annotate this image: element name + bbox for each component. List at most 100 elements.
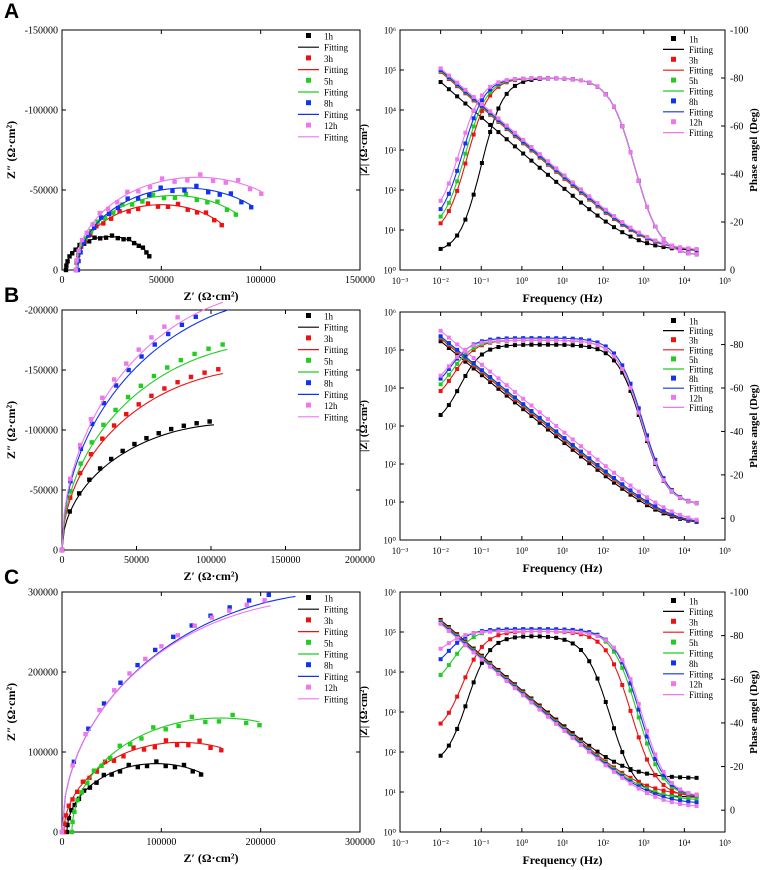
- phase-point-1h: [521, 634, 526, 639]
- phase-fit-1h: [440, 635, 697, 798]
- data-point-8h: [189, 623, 194, 628]
- impedance-point-12h: [620, 220, 625, 225]
- phase-point-1h: [612, 358, 617, 363]
- phase-point-12h: [661, 478, 666, 483]
- phase-tick-label: -40: [730, 718, 743, 729]
- legend-marker-12h: [671, 394, 676, 400]
- phase-point-8h: [512, 627, 517, 632]
- data-point-3h: [219, 748, 224, 753]
- legend-label-fitting: Fitting: [689, 345, 714, 355]
- phase-point-12h: [529, 629, 534, 634]
- data-point-5h: [172, 195, 178, 200]
- legend-marker-1h: [306, 33, 311, 38]
- data-point-5h: [206, 346, 211, 351]
- x-tick-label: 10⁵: [719, 276, 731, 286]
- data-point-3h: [88, 451, 94, 457]
- phase-point-5h: [620, 665, 625, 670]
- phase-point-3h: [455, 694, 460, 699]
- phase-point-12h: [570, 77, 575, 82]
- impedance-point-12h: [603, 464, 608, 469]
- impedance-point-12h: [686, 515, 691, 520]
- phase-point-1h: [628, 388, 633, 393]
- x-tick-label: 10⁻³: [392, 546, 409, 556]
- phase-point-5h: [471, 345, 476, 350]
- impedance-point-12h: [471, 355, 476, 360]
- phase-point-5h: [653, 762, 658, 767]
- data-point-5h: [257, 722, 262, 728]
- legend-label-1h: 1h: [324, 594, 334, 604]
- phase-point-8h: [455, 640, 460, 645]
- phase-point-12h: [628, 385, 633, 390]
- phase-point-1h: [529, 634, 534, 639]
- phase-point-8h: [562, 627, 567, 632]
- phase-point-1h: [438, 412, 443, 417]
- data-point-5h: [140, 199, 145, 204]
- data-point-12h: [79, 237, 85, 243]
- legend-marker-5h: [306, 357, 311, 363]
- impedance-point-12h: [661, 505, 666, 510]
- y-axis-label-left: |Z| (Ω·cm²): [358, 686, 370, 738]
- impedance-point-1h: [669, 774, 674, 779]
- data-point-1h: [132, 441, 137, 447]
- data-point-5h: [79, 790, 85, 795]
- y-tick-label: 0: [53, 828, 58, 839]
- data-point-5h: [189, 714, 195, 720]
- impedance-point-12h: [694, 517, 699, 522]
- y-tick-label: 10³: [384, 146, 396, 156]
- data-point-8h: [227, 605, 232, 610]
- data-point-5h: [233, 212, 239, 217]
- phase-point-12h: [678, 787, 683, 792]
- fit-line-5h: [61, 348, 228, 551]
- x-tick-label: 10⁴: [678, 276, 690, 286]
- phase-point-12h: [496, 80, 501, 85]
- impedance-point-1h: [521, 151, 526, 156]
- impedance-point-12h: [570, 180, 575, 185]
- phase-tick-label: 0: [730, 266, 735, 277]
- impedance-point-8h: [488, 375, 493, 380]
- phase-point-8h: [595, 340, 600, 345]
- legend-marker-1h: [671, 36, 676, 41]
- phase-point-1h: [578, 343, 583, 348]
- legend-label-fitting: Fitting: [324, 672, 349, 682]
- data-point-3h: [194, 210, 200, 215]
- x-tick-label: 10²: [597, 838, 609, 848]
- A-bode: 10⁻³ 10⁻² 10⁻¹ 10⁰ 10¹ 10² 10³ 10⁴ 10⁵ 10⁰ 10¹ 10² 1…: [358, 26, 760, 306]
- impedance-point-1h: [603, 474, 608, 479]
- data-point-3h: [136, 402, 141, 407]
- legend-label-fitting: Fitting: [689, 607, 714, 617]
- phase-point-1h: [529, 342, 534, 347]
- phase-point-5h: [488, 90, 493, 95]
- fit-line-1h: [66, 763, 202, 833]
- data-point-1h: [69, 808, 74, 813]
- phase-point-1h: [446, 743, 451, 748]
- phase-point-12h: [645, 437, 650, 442]
- phase-point-1h: [496, 106, 501, 111]
- data-point-5h: [165, 365, 170, 370]
- impedance-point-1h: [463, 359, 468, 364]
- data-point-12h: [115, 200, 120, 205]
- phase-point-8h: [438, 376, 443, 381]
- phase-fit-5h: [440, 339, 697, 504]
- impedance-point-8h: [554, 429, 559, 434]
- impedance-fit-1h: [440, 81, 697, 251]
- legend-label-5h: 5h: [324, 76, 334, 86]
- data-point-8h: [101, 400, 106, 406]
- phase-point-12h: [438, 373, 443, 378]
- impedance-fit-5h: [440, 70, 697, 250]
- phase-point-1h: [446, 242, 451, 247]
- impedance-point-12h: [446, 335, 451, 340]
- impedance-point-12h: [562, 728, 567, 733]
- data-point-5h: [194, 197, 200, 203]
- impedance-point-12h: [636, 489, 641, 494]
- data-point-5h: [91, 768, 97, 773]
- phase-point-5h: [438, 673, 443, 678]
- x-tick-label: 10⁻²: [432, 546, 449, 556]
- data-point-1h: [92, 235, 97, 240]
- impedance-point-3h: [645, 783, 650, 788]
- legend-label-3h: 3h: [324, 54, 334, 64]
- impedance-point-12h: [669, 800, 674, 805]
- y-tick-label: 10²: [384, 460, 396, 470]
- phase-point-5h: [612, 649, 617, 654]
- phase-tick-label: -60: [730, 675, 743, 686]
- A-nyquist-legend: 1hFitting3hFitting5hFitting8hFitting12hF…: [298, 32, 349, 142]
